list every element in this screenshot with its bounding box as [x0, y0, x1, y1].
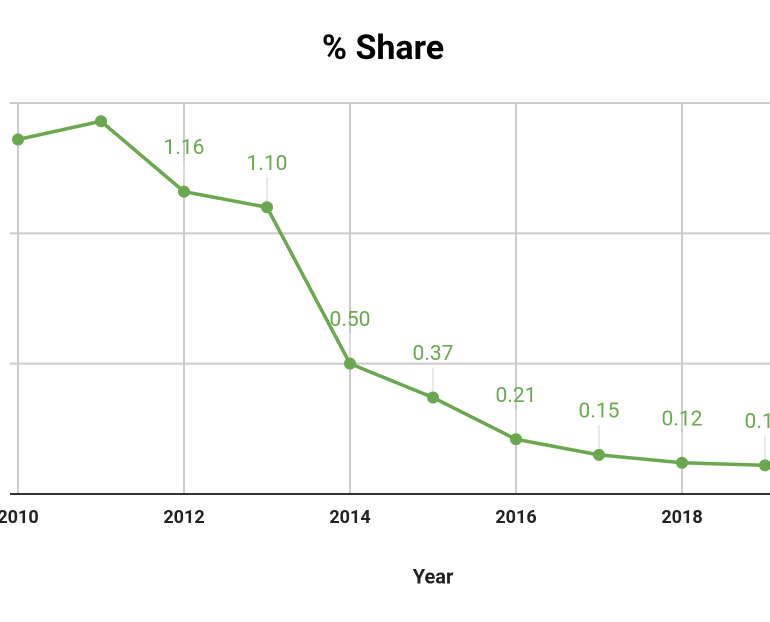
data-point — [427, 391, 439, 404]
data-label: 1.16 — [164, 136, 205, 160]
chart-title: % Share — [322, 28, 444, 68]
data-point — [344, 357, 356, 370]
x-tick-label: 2010 — [0, 507, 39, 528]
data-point — [261, 201, 273, 214]
x-tick-label: 2014 — [329, 507, 370, 528]
data-point — [12, 133, 24, 146]
x-tick-label: 2018 — [661, 507, 702, 528]
data-label: 0.37 — [413, 342, 454, 366]
data-label: 0.11 — [745, 410, 770, 434]
data-label: 0.12 — [662, 407, 703, 431]
data-point — [676, 456, 688, 469]
data-point — [178, 185, 190, 198]
data-label: 1.10 — [247, 152, 288, 176]
x-axis-label: Year — [413, 564, 454, 588]
data-label: 0.21 — [496, 384, 537, 408]
x-tick-label: 2016 — [495, 507, 536, 528]
x-tick-label: 2012 — [163, 507, 204, 528]
data-label: 0.15 — [579, 399, 620, 423]
data-label: 0.50 — [330, 308, 371, 332]
data-point — [759, 459, 770, 472]
data-point — [593, 448, 605, 461]
data-point — [510, 433, 522, 446]
data-point — [95, 115, 107, 128]
series-line — [17, 119, 766, 468]
